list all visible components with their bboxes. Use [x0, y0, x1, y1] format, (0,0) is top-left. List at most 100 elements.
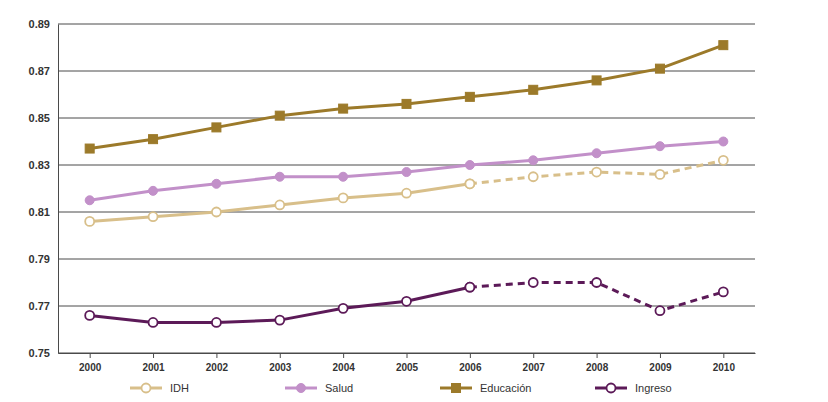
- y-tick: 0.81: [29, 206, 58, 218]
- y-tick-label: 0.79: [29, 253, 50, 265]
- marker-shape: [212, 318, 221, 327]
- marker-shape: [719, 137, 728, 146]
- marker-shape: [85, 311, 94, 320]
- y-tick-label: 0.87: [29, 65, 50, 77]
- x-tick-mark: [407, 353, 408, 358]
- plot-area: 0.750.770.790.810.830.850.870.8920002001…: [29, 18, 756, 373]
- marker-shape: [212, 123, 221, 132]
- point-marker: [149, 186, 158, 195]
- legend-item: IDH: [130, 382, 189, 394]
- legend-marker: [452, 384, 461, 393]
- marker-shape: [465, 92, 474, 101]
- grid-line: [58, 165, 755, 166]
- legend-marker-shape: [142, 384, 151, 393]
- point-marker: [402, 99, 411, 108]
- legend-item: Salud: [285, 382, 353, 394]
- chart: 0.750.770.790.810.830.850.870.8920002001…: [0, 0, 828, 402]
- point-marker: [339, 304, 348, 313]
- point-marker: [339, 104, 348, 113]
- point-marker: [402, 168, 411, 177]
- marker-shape: [402, 99, 411, 108]
- marker-shape: [149, 186, 158, 195]
- legend-marker: [142, 384, 151, 393]
- series-line: [90, 184, 470, 222]
- marker-shape: [212, 179, 221, 188]
- series-line: [90, 45, 724, 148]
- marker-shape: [85, 196, 94, 205]
- marker-shape: [149, 212, 158, 221]
- marker-shape: [339, 193, 348, 202]
- x-tick-mark: [723, 353, 724, 358]
- series-line: [470, 160, 723, 184]
- marker-shape: [465, 283, 474, 292]
- x-tick: 2004: [333, 353, 356, 373]
- marker-shape: [529, 278, 538, 287]
- y-tick: 0.87: [29, 65, 58, 77]
- marker-shape: [85, 217, 94, 226]
- point-marker: [719, 156, 728, 165]
- x-tick-mark: [470, 353, 471, 358]
- point-marker: [85, 196, 94, 205]
- point-marker: [719, 41, 728, 50]
- marker-shape: [465, 161, 474, 170]
- marker-shape: [529, 172, 538, 181]
- legend-marker-shape: [297, 384, 306, 393]
- point-marker: [592, 168, 601, 177]
- marker-shape: [592, 278, 601, 287]
- x-tick-mark: [660, 353, 661, 358]
- y-tick-label: 0.85: [29, 112, 50, 124]
- grid-line: [58, 24, 755, 25]
- point-marker: [529, 172, 538, 181]
- point-marker: [85, 217, 94, 226]
- x-tick-mark: [343, 353, 344, 358]
- marker-shape: [275, 111, 284, 120]
- marker-shape: [149, 135, 158, 144]
- marker-shape: [275, 200, 284, 209]
- y-tick: 0.89: [29, 18, 58, 30]
- x-tick: 2005: [396, 353, 419, 373]
- marker-shape: [149, 318, 158, 327]
- marker-shape: [402, 297, 411, 306]
- legend-item: Educación: [440, 382, 531, 394]
- grid-line: [58, 259, 755, 260]
- marker-shape: [719, 41, 728, 50]
- x-tick-label: 2008: [586, 362, 609, 373]
- marker-shape: [339, 172, 348, 181]
- y-tick-label: 0.81: [29, 206, 50, 218]
- y-tick: 0.79: [29, 253, 58, 265]
- point-marker: [212, 208, 221, 217]
- point-marker: [275, 172, 284, 181]
- legend-label: Ingreso: [635, 382, 672, 394]
- y-tick: 0.77: [29, 300, 58, 312]
- marker-shape: [465, 179, 474, 188]
- x-tick-label: 2002: [206, 362, 229, 373]
- y-tick: 0.75: [29, 347, 58, 359]
- point-marker: [655, 306, 664, 315]
- marker-shape: [719, 156, 728, 165]
- point-marker: [719, 287, 728, 296]
- point-marker: [339, 193, 348, 202]
- point-marker: [465, 179, 474, 188]
- marker-shape: [655, 142, 664, 151]
- y-axis: 0.750.770.790.810.830.850.870.89: [29, 18, 59, 359]
- series-line: [90, 142, 724, 201]
- x-axis: 2000200120022003200420052006200720082009…: [59, 353, 756, 373]
- marker-shape: [465, 283, 474, 292]
- y-tick-label: 0.89: [29, 18, 50, 30]
- x-tick-label: 2007: [523, 362, 546, 373]
- legend-marker: [607, 384, 616, 393]
- x-tick-mark: [597, 353, 598, 358]
- point-marker: [85, 311, 94, 320]
- point-marker: [402, 189, 411, 198]
- marker-shape: [592, 168, 601, 177]
- point-marker: [149, 135, 158, 144]
- marker-shape: [465, 179, 474, 188]
- marker-shape: [529, 85, 538, 94]
- marker-shape: [655, 306, 664, 315]
- x-tick: 2006: [459, 353, 482, 373]
- x-tick: 2010: [713, 353, 736, 373]
- point-marker: [275, 316, 284, 325]
- marker-shape: [529, 156, 538, 165]
- marker-shape: [339, 104, 348, 113]
- x-tick-label: 2009: [649, 362, 672, 373]
